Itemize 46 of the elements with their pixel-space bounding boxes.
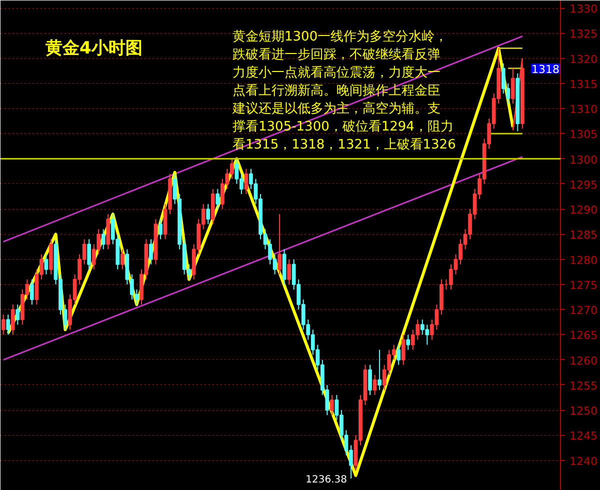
candlestick — [149, 238, 153, 265]
y-tick-label: 1270 — [570, 304, 598, 318]
candlestick — [378, 349, 382, 390]
text: 1318 — [532, 62, 560, 76]
y-tick-label: 1250 — [570, 404, 598, 418]
y-tick-label: 1260 — [570, 354, 598, 368]
y-tick-label: 1320 — [570, 52, 598, 66]
candlestick — [10, 304, 15, 336]
candlestick — [406, 334, 410, 350]
y-tick-label: 1325 — [570, 28, 598, 41]
candlestick — [278, 214, 282, 275]
candlestick — [206, 204, 210, 225]
candlestick — [244, 168, 248, 194]
candlestick — [158, 218, 162, 240]
candlestick — [401, 334, 406, 366]
candlestick — [44, 254, 48, 275]
y-tick-label: 1245 — [570, 430, 598, 443]
y-tick-label: 1295 — [570, 178, 598, 192]
candlestick — [6, 314, 10, 336]
candlestick — [330, 394, 334, 416]
candlestick — [1, 314, 6, 336]
y-tick-label: 1255 — [570, 379, 598, 392]
y-tick-label: 1285 — [570, 228, 598, 242]
text: 黄金4小时图 — [44, 38, 142, 58]
candlestick — [287, 258, 291, 285]
y-tick-label: 1275 — [570, 278, 598, 292]
y-tick-label: 1290 — [570, 204, 598, 217]
candlestick — [396, 344, 401, 366]
y-tick-label: 1240 — [570, 454, 598, 468]
candlestick — [87, 238, 91, 270]
y-tick-label: 1330 — [570, 2, 598, 16]
y-tick-label: 1310 — [570, 103, 598, 116]
candlestick — [16, 304, 20, 326]
y-tick-label: 1265 — [570, 329, 598, 342]
candlestick — [372, 374, 377, 396]
candlestick — [120, 248, 124, 270]
candlestick — [30, 278, 34, 306]
y-tick-label: 1305 — [570, 128, 598, 142]
candlestick — [368, 364, 372, 396]
candlestick — [510, 68, 515, 104]
y-tick-label: 1315 — [570, 78, 598, 91]
candlestick — [101, 228, 106, 250]
annotation: 1236.38 — [306, 474, 347, 486]
candlestick — [216, 188, 220, 210]
y-tick-label: 1300 — [570, 153, 598, 166]
y-tick-label: 1280 — [570, 254, 598, 267]
